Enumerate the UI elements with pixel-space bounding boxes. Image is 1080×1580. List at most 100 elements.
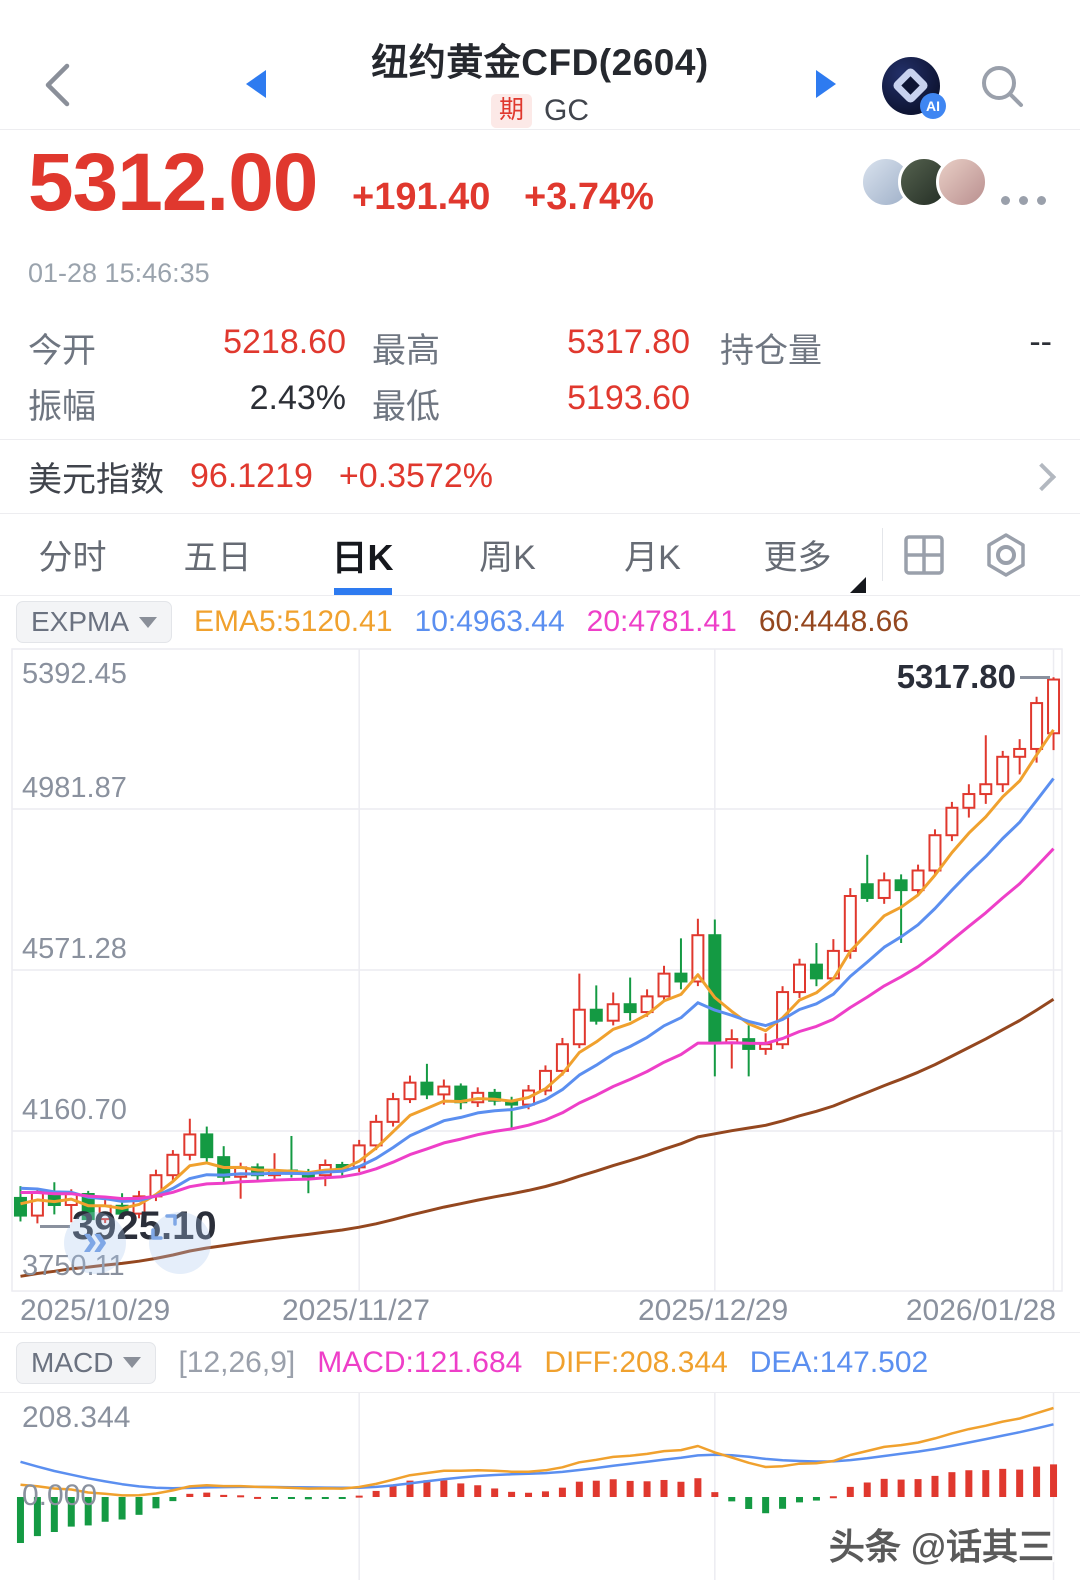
x-axis-label: 2025/11/27: [282, 1294, 430, 1327]
chevron-down-icon: [139, 616, 158, 628]
next-instrument-arrow-icon[interactable]: [816, 70, 836, 98]
search-icon: [982, 66, 1023, 107]
last-price: 5312.00: [28, 137, 318, 228]
tab-more[interactable]: 更多: [725, 514, 870, 595]
stats-row-1: 今开 5218.60 最高 5317.80 持仓量 --: [28, 319, 1052, 375]
y-axis-label: 4981.87: [22, 772, 127, 804]
app-header: 纽约黄金CFD(2604) 期 GC AI: [0, 0, 1080, 130]
tab-5day[interactable]: 五日: [145, 514, 290, 595]
chevron-right-icon: [1027, 462, 1057, 491]
back-chevron-icon: [45, 63, 70, 107]
expma-selector[interactable]: EXPMA: [16, 601, 173, 643]
macd-axis-label-zero: 0.000: [22, 1479, 98, 1512]
usd-index-row[interactable]: 美元指数 96.1219 +0.3572%: [0, 440, 1080, 514]
ema5-legend: EMA5:5120.41: [194, 605, 393, 638]
x-axis-label: 2025/10/29: [20, 1294, 171, 1327]
usd-index-value: 96.1219: [190, 457, 313, 495]
period-low-marker: 3925.10: [40, 1204, 217, 1249]
stat-open-interest: 持仓量 --: [690, 323, 1052, 372]
tab-label: 五日: [183, 539, 252, 577]
macd-svg[interactable]: [0, 1393, 1080, 1580]
macd-chart[interactable]: 208.344 0.000 头条 @话其三: [0, 1392, 1080, 1580]
stat-amplitude: 振幅 2.43%: [28, 379, 346, 428]
symbol-code: GC: [544, 94, 589, 127]
candlestick-svg[interactable]: [0, 648, 1080, 1292]
prev-instrument-arrow-icon[interactable]: [246, 70, 266, 98]
macd-selector[interactable]: MACD: [16, 1341, 157, 1384]
dea-value: DEA:147.502: [749, 1345, 929, 1379]
tab-label: 月K: [624, 539, 681, 577]
tab-label: 日K: [331, 536, 394, 578]
stat-label: 振幅: [28, 387, 96, 426]
stat-label: 最高: [372, 331, 440, 370]
settings-hexagon-icon: [987, 532, 1025, 577]
tab-minute[interactable]: 分时: [0, 514, 145, 595]
chevron-down-icon: [123, 1357, 142, 1368]
period-low-value: 3925.10: [72, 1204, 217, 1248]
ema20-legend: 20:4781.41: [586, 605, 737, 638]
discussion-avatars[interactable]: [860, 156, 988, 208]
candlestick-chart[interactable]: 5392.45 4981.87 4571.28 4160.70 3750.11 …: [0, 648, 1080, 1292]
stat-low: 最低 5193.60: [346, 379, 690, 428]
ema10-legend: 10:4963.44: [414, 605, 565, 638]
grid-layout-button[interactable]: [883, 514, 965, 595]
avatar[interactable]: [936, 156, 988, 208]
y-axis-label: 5392.45: [22, 658, 127, 690]
x-axis-labels: 2025/10/29 2025/11/27 2025/12/29 2026/01…: [0, 1292, 1080, 1332]
expma-legend-row: EXPMA EMA5:5120.41 10:4963.44 20:4781.41…: [0, 596, 1080, 648]
tabbar-divider: [882, 528, 883, 581]
page-title: 纽约黄金CFD(2604): [371, 42, 709, 83]
fullscreen-button[interactable]: [149, 1212, 211, 1274]
stat-label: 持仓量: [720, 331, 822, 370]
expand-icon: [151, 1214, 177, 1240]
tab-weekly-k[interactable]: 周K: [435, 514, 580, 595]
macd-selector-label: MACD: [31, 1346, 114, 1378]
ai-badge-label: AI: [920, 93, 946, 119]
stat-label: 最低: [372, 387, 440, 426]
tab-monthly-k[interactable]: 月K: [580, 514, 725, 595]
low-marker-dash: [40, 1225, 70, 1228]
usd-index-label: 美元指数: [28, 461, 164, 499]
back-button[interactable]: [40, 60, 74, 110]
usd-index-change-pct: +0.3572%: [338, 457, 493, 495]
stat-value: 5193.60: [567, 378, 690, 417]
expma-selector-label: EXPMA: [31, 606, 130, 637]
period-high-value: 5317.80: [896, 658, 1016, 695]
quote-timestamp: 01-28 15:46:35: [28, 258, 210, 288]
stat-value: 5218.60: [223, 322, 346, 361]
stat-value: 5317.80: [567, 322, 690, 361]
stat-value: --: [1029, 322, 1052, 361]
y-axis-label: 3750.11: [22, 1250, 125, 1282]
title-block: 纽约黄金CFD(2604) 期 GC: [0, 32, 1080, 128]
high-marker-dash: [1020, 675, 1050, 679]
macd-axis-label-max: 208.344: [22, 1401, 131, 1434]
macd-params: [12,26,9]: [178, 1345, 296, 1379]
chart-settings-button[interactable]: [965, 514, 1047, 595]
ema60-legend: 60:4448.66: [758, 605, 909, 638]
market-type-badge: 期: [490, 94, 532, 128]
tab-daily-k[interactable]: 日K: [290, 514, 435, 595]
quote-section: 5312.00 +191.40 +3.74% 01-28 15:46:35: [0, 130, 1080, 305]
stats-grid: 今开 5218.60 最高 5317.80 持仓量 -- 振幅 2.43% 最低…: [0, 305, 1080, 440]
jump-to-latest-button[interactable]: »: [64, 1212, 126, 1274]
stat-label: 今开: [28, 331, 96, 370]
search-button[interactable]: [976, 60, 1028, 112]
x-axis-label: 2026/01/28: [905, 1294, 1056, 1327]
more-options-icon[interactable]: [1001, 196, 1046, 205]
stats-row-2: 振幅 2.43% 最低 5193.60: [28, 375, 1052, 431]
tab-label: 周K: [479, 539, 536, 577]
diff-value: DIFF:208.344: [544, 1345, 728, 1379]
watermark: 头条 @话其三: [828, 1526, 1054, 1567]
stat-open: 今开 5218.60: [28, 323, 346, 372]
subtitle: 期 GC: [0, 94, 1080, 128]
macd-value: MACD:121.684: [317, 1345, 523, 1379]
ai-assistant-button[interactable]: AI: [882, 57, 946, 119]
period-tabbar: 分时 五日 日K 周K 月K 更多: [0, 514, 1080, 596]
tab-label: 分时: [38, 539, 107, 577]
grid-icon: [904, 534, 944, 575]
period-high-marker: 5317.80: [897, 658, 1050, 696]
active-tab-underline: [333, 588, 392, 595]
y-axis-label: 4160.70: [22, 1094, 127, 1126]
stat-value: 2.43%: [249, 378, 346, 417]
stat-high: 最高 5317.80: [346, 323, 690, 372]
